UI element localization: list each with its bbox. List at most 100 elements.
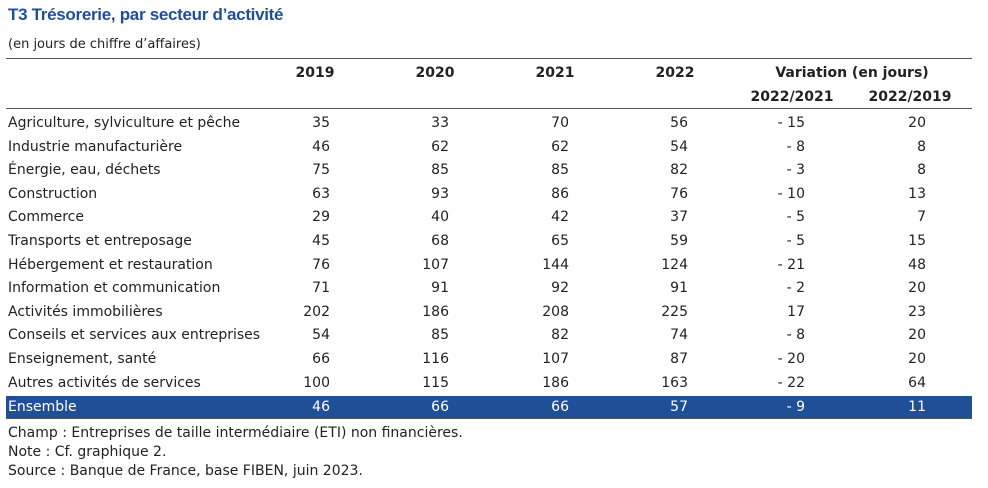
cell: 17 bbox=[787, 303, 805, 320]
cell: 23 bbox=[908, 303, 926, 320]
cell: 29 bbox=[312, 209, 330, 226]
cell: 54 bbox=[312, 327, 330, 344]
cell: 66 bbox=[312, 351, 330, 367]
note: Note : Cf. graphique 2. bbox=[8, 444, 167, 460]
cell: 65 bbox=[551, 233, 569, 249]
total-cell: 66 bbox=[431, 399, 449, 415]
subtitle: (en jours de chiffre d’affaires) bbox=[8, 37, 201, 52]
cell: 91 bbox=[670, 280, 688, 297]
rule bbox=[6, 108, 972, 109]
cell: 54 bbox=[670, 138, 688, 155]
column-header: 2022 bbox=[655, 65, 695, 81]
cell: 63 bbox=[312, 185, 330, 202]
cell: - 3 bbox=[786, 162, 805, 179]
note: Source : Banque de France, base FIBEN, j… bbox=[8, 463, 363, 479]
cell: 40 bbox=[431, 209, 449, 226]
cell: - 2 bbox=[786, 280, 805, 297]
cell: 92 bbox=[551, 280, 569, 297]
row-label: Information et communication bbox=[8, 280, 221, 297]
row-label: Transports et entreposage bbox=[8, 233, 192, 249]
title: T3 Trésorerie, par secteur d’activité bbox=[8, 5, 284, 24]
cell: 20 bbox=[908, 351, 926, 367]
cell: 225 bbox=[661, 303, 688, 320]
cell: - 8 bbox=[786, 327, 805, 344]
cell: - 15 bbox=[777, 115, 805, 131]
cell: 8 bbox=[917, 162, 926, 179]
total-cell: 46 bbox=[312, 399, 330, 415]
row-label: Commerce bbox=[8, 209, 84, 226]
cell: - 22 bbox=[777, 374, 805, 391]
cell: 186 bbox=[422, 303, 449, 320]
cell: 64 bbox=[908, 374, 926, 391]
cell: 20 bbox=[908, 327, 926, 344]
row-label: Construction bbox=[8, 185, 98, 202]
cell: 37 bbox=[670, 209, 688, 226]
cell: 202 bbox=[303, 303, 330, 320]
cell: 33 bbox=[431, 115, 449, 131]
column-group-header: Variation (en jours) bbox=[775, 65, 929, 81]
cell: 20 bbox=[908, 280, 926, 297]
cell: 85 bbox=[551, 162, 569, 179]
cell: 186 bbox=[542, 374, 569, 391]
cell: 86 bbox=[551, 185, 569, 202]
column-header: 2022/2019 bbox=[868, 89, 952, 105]
cell: 48 bbox=[908, 256, 926, 273]
cell: 115 bbox=[422, 374, 449, 391]
cell: 107 bbox=[542, 351, 569, 367]
total-cell: 66 bbox=[551, 399, 569, 415]
column-header: 2022/2021 bbox=[750, 89, 834, 105]
row-label: Enseignement, santé bbox=[8, 351, 157, 367]
row-label: Industrie manufacturière bbox=[8, 138, 183, 155]
cell: 8 bbox=[917, 138, 926, 155]
total-cell: 11 bbox=[908, 399, 926, 415]
rule bbox=[6, 58, 972, 59]
cell: 91 bbox=[431, 280, 449, 297]
cell: 100 bbox=[303, 374, 330, 391]
cell: 208 bbox=[542, 303, 569, 320]
cell: 76 bbox=[312, 256, 330, 273]
cell: 15 bbox=[908, 233, 926, 249]
cell: 82 bbox=[670, 162, 688, 179]
cell: 87 bbox=[670, 351, 688, 367]
cell: - 20 bbox=[777, 351, 805, 367]
cell: - 10 bbox=[777, 185, 805, 202]
cell: 62 bbox=[551, 138, 569, 155]
cell: - 5 bbox=[786, 209, 805, 226]
cell: 59 bbox=[670, 233, 688, 249]
cell: 85 bbox=[431, 162, 449, 179]
cell: 71 bbox=[312, 280, 330, 297]
cell: 62 bbox=[431, 138, 449, 155]
row-label: Conseils et services aux entreprises bbox=[8, 327, 261, 344]
note: Champ : Entreprises de taille intermédia… bbox=[8, 425, 463, 441]
cell: 68 bbox=[431, 233, 449, 249]
cell: 85 bbox=[431, 327, 449, 344]
cell: - 21 bbox=[777, 256, 805, 273]
rule bbox=[6, 418, 972, 419]
cell: 70 bbox=[551, 115, 569, 131]
row-label: Activités immobilières bbox=[8, 303, 163, 320]
cell: - 8 bbox=[786, 138, 805, 155]
column-header: 2019 bbox=[295, 65, 335, 81]
total-cell: - 9 bbox=[786, 399, 805, 415]
cell: 93 bbox=[431, 185, 449, 202]
cell: 82 bbox=[551, 327, 569, 344]
cell: 46 bbox=[312, 138, 330, 155]
total-band bbox=[6, 396, 972, 418]
cell: 45 bbox=[312, 233, 330, 249]
cell: - 5 bbox=[786, 233, 805, 249]
row-label: Hébergement et restauration bbox=[8, 256, 213, 273]
cell: 75 bbox=[312, 162, 330, 179]
row-label: Énergie, eau, déchets bbox=[8, 162, 161, 179]
total-cell: 57 bbox=[670, 399, 688, 415]
cell: 7 bbox=[917, 209, 926, 226]
cell: 116 bbox=[422, 351, 449, 367]
cell: 124 bbox=[661, 256, 688, 273]
cell: 74 bbox=[670, 327, 688, 344]
cell: 13 bbox=[908, 185, 926, 202]
column-header: 2020 bbox=[415, 65, 455, 81]
cell: 35 bbox=[312, 115, 330, 131]
cell: 56 bbox=[670, 115, 688, 131]
cell: 144 bbox=[542, 256, 569, 273]
row-label: Agriculture, sylviculture et pêche bbox=[8, 115, 241, 131]
